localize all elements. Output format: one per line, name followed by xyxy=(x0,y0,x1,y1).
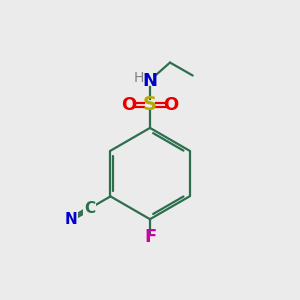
Text: O: O xyxy=(164,96,179,114)
Text: H: H xyxy=(134,71,144,85)
Text: O: O xyxy=(121,96,136,114)
Text: N: N xyxy=(65,212,78,226)
Text: C: C xyxy=(84,201,95,216)
Text: S: S xyxy=(143,95,157,114)
Text: F: F xyxy=(144,228,156,246)
Text: N: N xyxy=(142,72,158,90)
